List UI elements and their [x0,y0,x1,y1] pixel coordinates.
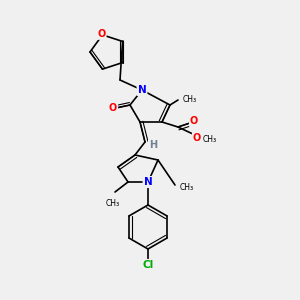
Text: CH₃: CH₃ [180,184,194,193]
Text: Cl: Cl [142,260,154,270]
Text: CH₃: CH₃ [183,94,197,103]
Text: O: O [193,133,201,143]
Text: H: H [149,140,157,150]
Text: O: O [109,103,117,113]
Text: O: O [97,29,106,39]
Text: CH₃: CH₃ [203,136,217,145]
Text: CH₃: CH₃ [106,199,120,208]
Text: N: N [138,85,146,95]
Text: N: N [144,177,152,187]
Text: O: O [190,116,198,126]
